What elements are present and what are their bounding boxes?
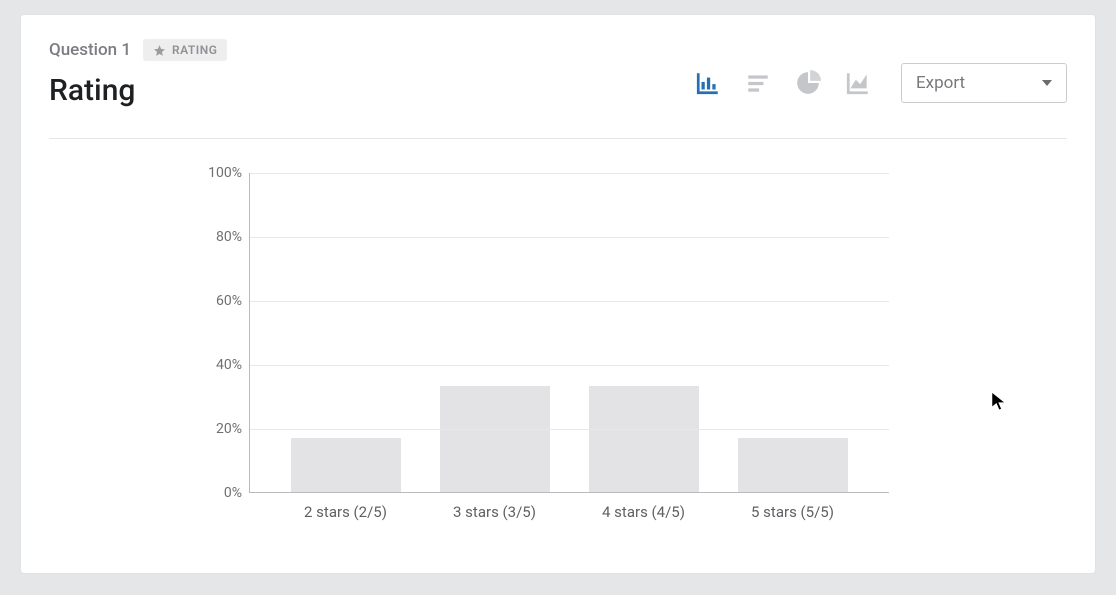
y-axis-label: 60%: [186, 293, 242, 309]
y-axis-label: 40%: [186, 357, 242, 373]
y-axis-label: 0%: [186, 485, 242, 501]
gridline: [250, 365, 889, 366]
gridline: [250, 173, 889, 174]
x-axis-label: 5 stars (5/5): [738, 503, 848, 521]
bar[interactable]: [738, 438, 848, 492]
x-axis-label: 2 stars (2/5): [291, 503, 401, 521]
x-axis-labels: 2 stars (2/5) 3 stars (3/5) 4 stars (4/5) 5…: [249, 493, 889, 521]
title-block: Question 1 RATING Rating: [49, 39, 227, 108]
export-button[interactable]: Export: [901, 63, 1067, 103]
bar[interactable]: [291, 438, 401, 492]
list-chart-icon[interactable]: [741, 66, 775, 100]
x-axis-label: 4 stars (4/5): [589, 503, 699, 521]
bar-chart-icon[interactable]: [691, 66, 725, 100]
y-axis-label: 20%: [186, 421, 242, 437]
star-icon: [153, 44, 166, 57]
results-card: Question 1 RATING Rating Expor: [20, 14, 1096, 574]
badge-label: RATING: [172, 43, 217, 57]
divider: [49, 138, 1067, 139]
gridline: [250, 237, 889, 238]
bar-chart: 0%20%40%60%80%100%: [249, 173, 889, 493]
chevron-down-icon: [1042, 80, 1052, 86]
pie-chart-icon[interactable]: [791, 66, 825, 100]
gridline: [250, 301, 889, 302]
question-row: Question 1 RATING: [49, 39, 227, 61]
card-header: Question 1 RATING Rating Expor: [49, 39, 1067, 108]
gridline: [250, 429, 889, 430]
x-axis-label: 3 stars (3/5): [440, 503, 550, 521]
question-number: Question 1: [49, 40, 131, 60]
export-label: Export: [916, 73, 965, 93]
chart-controls: Export: [691, 63, 1067, 103]
area-chart-icon[interactable]: [841, 66, 875, 100]
bars-container: [250, 173, 889, 492]
page-title: Rating: [49, 73, 227, 108]
y-axis-label: 100%: [186, 165, 242, 181]
chart-area: 0%20%40%60%80%100% 2 stars (2/5) 3 stars …: [249, 173, 889, 521]
bar[interactable]: [589, 386, 699, 492]
y-axis-label: 80%: [186, 229, 242, 245]
bar[interactable]: [440, 386, 550, 492]
rating-badge: RATING: [143, 39, 227, 61]
